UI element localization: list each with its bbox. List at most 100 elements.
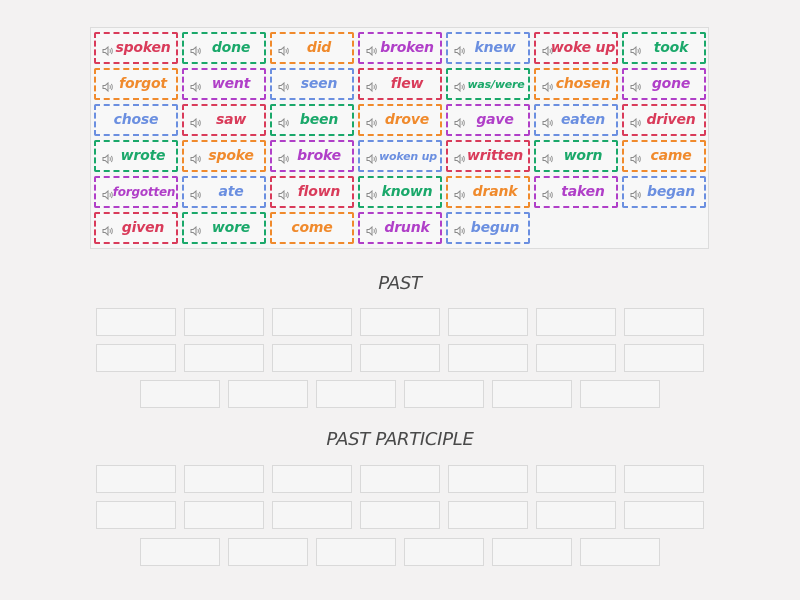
drop-zone[interactable] [316,380,396,408]
word-tile[interactable]: gave [446,104,530,136]
word-tile[interactable]: chose [94,104,178,136]
drop-zone[interactable] [184,501,264,529]
word-tile[interactable]: saw [182,104,266,136]
word-tile[interactable]: given [94,212,178,244]
speaker-icon[interactable] [190,150,202,165]
drop-zone[interactable] [96,465,176,493]
speaker-icon[interactable] [366,150,378,165]
word-tile[interactable]: went [182,68,266,100]
drop-zone[interactable] [448,465,528,493]
speaker-icon[interactable] [278,114,290,129]
word-tile[interactable]: chosen [534,68,618,100]
speaker-icon[interactable] [454,78,466,93]
drop-zone[interactable] [272,344,352,372]
word-tile[interactable]: written [446,140,530,172]
speaker-icon[interactable] [190,222,202,237]
word-tile[interactable]: woken up [358,140,442,172]
drop-zone[interactable] [536,465,616,493]
drop-zone[interactable] [580,538,660,566]
speaker-icon[interactable] [630,150,642,165]
drop-zone[interactable] [448,344,528,372]
speaker-icon[interactable] [454,150,466,165]
word-tile[interactable]: begun [446,212,530,244]
speaker-icon[interactable] [278,150,290,165]
speaker-icon[interactable] [542,114,554,129]
speaker-icon[interactable] [366,42,378,57]
speaker-icon[interactable] [278,78,290,93]
speaker-icon[interactable] [190,78,202,93]
drop-zone[interactable] [96,501,176,529]
drop-zone[interactable] [580,380,660,408]
drop-zone[interactable] [316,538,396,566]
speaker-icon[interactable] [102,150,114,165]
word-tile[interactable]: ate [182,176,266,208]
word-tile[interactable]: broken [358,32,442,64]
word-tile[interactable]: woke up [534,32,618,64]
speaker-icon[interactable] [454,222,466,237]
drop-zone[interactable] [140,380,220,408]
drop-zone[interactable] [624,344,704,372]
word-tile[interactable]: was/were [446,68,530,100]
drop-zone[interactable] [624,501,704,529]
speaker-icon[interactable] [278,42,290,57]
drop-zone[interactable] [404,380,484,408]
speaker-icon[interactable] [542,186,554,201]
drop-zone[interactable] [536,344,616,372]
drop-zone[interactable] [624,465,704,493]
drop-zone[interactable] [360,501,440,529]
drop-zone[interactable] [492,538,572,566]
drop-zone[interactable] [272,465,352,493]
speaker-icon[interactable] [366,222,378,237]
word-tile[interactable]: spoke [182,140,266,172]
drop-zone[interactable] [272,501,352,529]
speaker-icon[interactable] [190,186,202,201]
drop-zone[interactable] [492,380,572,408]
drop-zone[interactable] [96,308,176,336]
drop-zone[interactable] [184,308,264,336]
word-tile[interactable]: driven [622,104,706,136]
speaker-icon[interactable] [630,78,642,93]
drop-zone[interactable] [96,344,176,372]
word-tile[interactable]: flew [358,68,442,100]
drop-zone[interactable] [140,538,220,566]
speaker-icon[interactable] [190,114,202,129]
word-tile[interactable]: forgot [94,68,178,100]
drop-zone[interactable] [184,465,264,493]
word-tile[interactable]: eaten [534,104,618,136]
drop-zone[interactable] [228,380,308,408]
word-tile[interactable]: broke [270,140,354,172]
word-tile[interactable]: known [358,176,442,208]
word-tile[interactable]: seen [270,68,354,100]
speaker-icon[interactable] [542,150,554,165]
drop-zone[interactable] [448,308,528,336]
speaker-icon[interactable] [102,78,114,93]
speaker-icon[interactable] [102,42,114,57]
drop-zone[interactable] [272,308,352,336]
speaker-icon[interactable] [542,42,554,57]
speaker-icon[interactable] [278,186,290,201]
word-tile[interactable]: came [622,140,706,172]
speaker-icon[interactable] [630,114,642,129]
word-tile[interactable]: gone [622,68,706,100]
drop-zone[interactable] [184,344,264,372]
word-tile[interactable]: drove [358,104,442,136]
word-tile[interactable]: did [270,32,354,64]
speaker-icon[interactable] [630,42,642,57]
drop-zone[interactable] [448,501,528,529]
drop-zone[interactable] [360,465,440,493]
speaker-icon[interactable] [366,186,378,201]
speaker-icon[interactable] [454,42,466,57]
word-tile[interactable]: knew [446,32,530,64]
speaker-icon[interactable] [190,42,202,57]
drop-zone[interactable] [404,538,484,566]
speaker-icon[interactable] [454,114,466,129]
drop-zone[interactable] [360,344,440,372]
drop-zone[interactable] [228,538,308,566]
word-tile[interactable]: done [182,32,266,64]
word-tile[interactable]: taken [534,176,618,208]
speaker-icon[interactable] [102,222,114,237]
speaker-icon[interactable] [366,114,378,129]
drop-zone[interactable] [624,308,704,336]
word-tile[interactable]: been [270,104,354,136]
word-tile[interactable]: began [622,176,706,208]
